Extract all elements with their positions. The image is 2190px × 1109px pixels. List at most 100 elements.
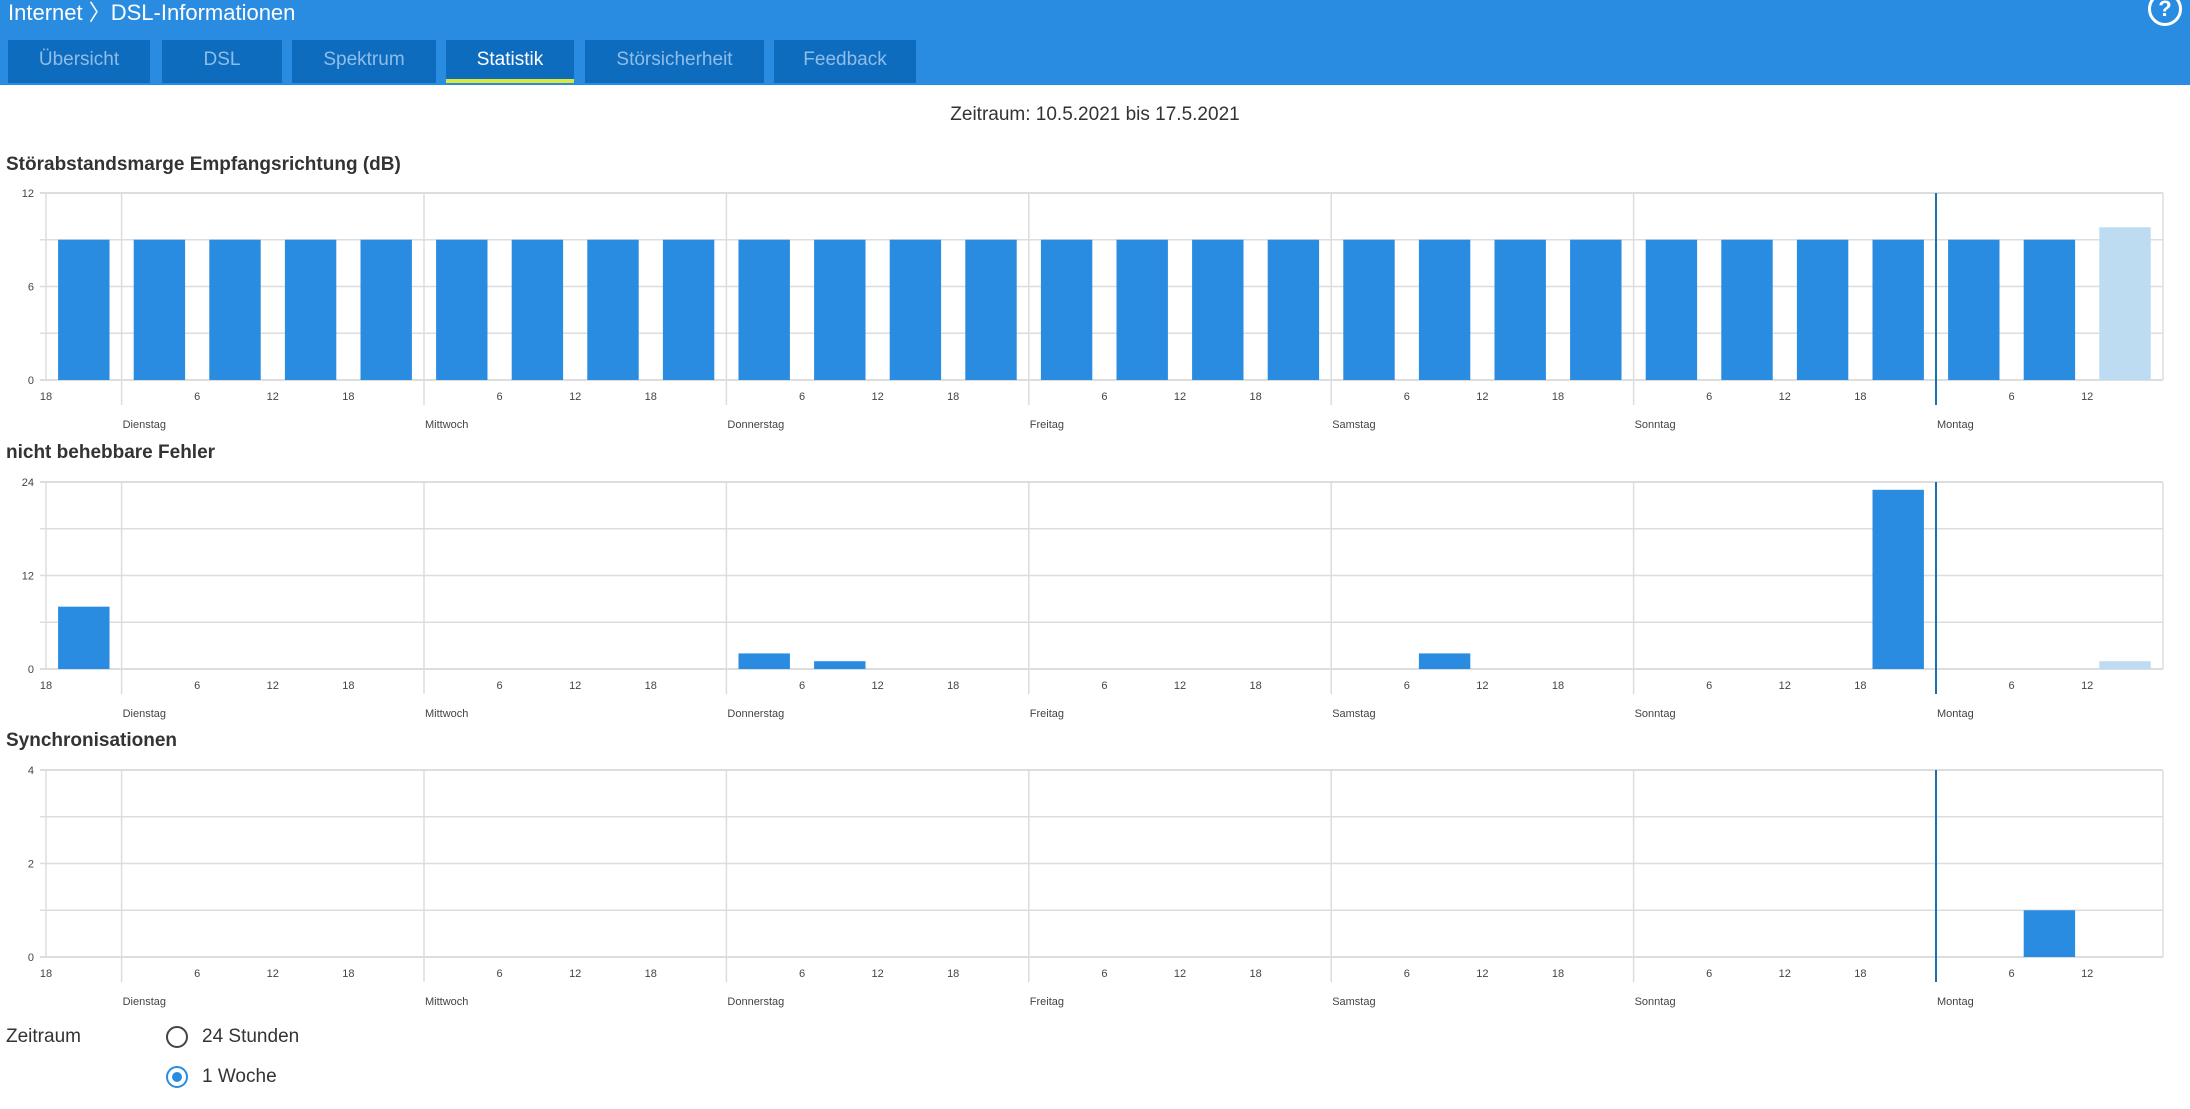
day-label: Samstag (1332, 419, 1375, 431)
hour-tick-label: 12 (267, 391, 279, 403)
bar (1645, 239, 1698, 380)
hour-tick-label: 12 (569, 680, 581, 692)
tab-feedback[interactable]: Feedback (774, 40, 916, 83)
radio-circle-selected[interactable] (166, 1066, 188, 1088)
bar (587, 239, 639, 380)
hour-tick-label: 12 (1476, 391, 1488, 403)
hour-tick-label: 6 (799, 680, 805, 692)
bar (814, 239, 866, 380)
chart-title-snr: Störabstandsmarge Empfangsrichtung (dB) (6, 154, 401, 175)
hour-tick-label: 18 (1552, 968, 1564, 980)
bar (1418, 239, 1471, 380)
hour-tick-label: 6 (2009, 968, 2015, 980)
hour-tick-label: 6 (194, 968, 200, 980)
hour-tick-label: 6 (799, 968, 805, 980)
hour-tick-label: 18 (1854, 680, 1866, 692)
day-label: Samstag (1332, 708, 1375, 720)
hour-tick-label: 18 (645, 391, 657, 403)
hour-tick-label: 6 (1404, 391, 1410, 403)
hour-tick-label: 18 (645, 680, 657, 692)
hour-tick-label: 12 (2081, 391, 2093, 403)
chart-synchronisations: 0 2 4 Dienstag 6 12 18 Mittwoch 6 12 18 Donnerstag 6… (28, 765, 2164, 1008)
hour-tick-label: 18 (40, 680, 52, 692)
hour-tick-label: 18 (1249, 680, 1261, 692)
hour-tick-label: 18 (342, 968, 354, 980)
bar (1721, 239, 1773, 380)
hour-tick-label: 18 (947, 968, 959, 980)
bar (1948, 239, 2000, 380)
day-label: Samstag (1332, 996, 1375, 1008)
bar (1116, 239, 1168, 380)
day-label: Freitag (1030, 419, 1064, 431)
hour-tick-label: 12 (871, 968, 883, 980)
y-tick-label: 12 (22, 571, 34, 583)
radio-label: 24 Stunden (202, 1026, 300, 1047)
hour-tick-label: 6 (1706, 391, 1712, 403)
bar (1796, 239, 1849, 380)
hour-tick-label: 12 (1779, 680, 1791, 692)
hour-tick-label: 12 (1779, 391, 1791, 403)
hour-tick-label: 6 (1706, 968, 1712, 980)
tab-statistik[interactable]: Statistik (446, 40, 574, 83)
hour-tick-label: 6 (1101, 680, 1107, 692)
page-title: DSL-Informationen (110, 0, 296, 25)
bar (814, 661, 866, 669)
breadcrumb-internet[interactable]: Internet (8, 0, 83, 25)
bar (511, 239, 564, 380)
day-label: Donnerstag (727, 419, 784, 431)
bar (133, 239, 186, 380)
day-label: Donnerstag (727, 708, 784, 720)
breadcrumb-separator: 〉 (88, 0, 111, 25)
hour-tick-label: 6 (1706, 680, 1712, 692)
chart-title-sync: Synchronisationen (6, 730, 178, 751)
hour-tick-label: 12 (267, 680, 279, 692)
hour-tick-label: 12 (1476, 968, 1488, 980)
bar (2023, 239, 2076, 380)
hour-tick-label: 6 (194, 680, 200, 692)
tab-dsl[interactable]: DSL (162, 40, 282, 83)
bar (1040, 239, 1093, 380)
day-label: Donnerstag (727, 996, 784, 1008)
hour-tick-label: 6 (1101, 391, 1107, 403)
bar (965, 239, 1017, 380)
hour-tick-label: 12 (2081, 680, 2093, 692)
bar (436, 239, 488, 380)
day-label: Mittwoch (425, 419, 468, 431)
y-tick-label: 24 (22, 477, 34, 489)
day-label: Dienstag (123, 996, 166, 1008)
tab-stoersicherheit[interactable]: Störsicherheit (585, 40, 764, 83)
hour-tick-label: 18 (645, 968, 657, 980)
day-label: Mittwoch (425, 996, 468, 1008)
bar (662, 239, 715, 380)
y-tick-label: 0 (28, 952, 34, 964)
bar (209, 239, 261, 380)
y-tick-label: 12 (22, 188, 34, 200)
hour-tick-label: 6 (497, 968, 503, 980)
tab-spektrum[interactable]: Spektrum (292, 40, 436, 83)
hour-tick-label: 12 (2081, 968, 2093, 980)
chart-snr-margin: 0 6 12 Dienstag 6 12 18 Mittwoch 6 12 18 Donnerstag… (22, 188, 2164, 431)
radio-label: 1 Woche (202, 1066, 277, 1087)
bar (1343, 239, 1395, 380)
bar (1418, 653, 1471, 669)
help-icon[interactable]: ? (2148, 0, 2182, 26)
bar (284, 239, 337, 380)
zeitraum-label: Zeitraum (6, 1026, 81, 1047)
hour-tick-label: 12 (267, 968, 279, 980)
radio-24-stunden[interactable]: 24 Stunden (166, 1026, 299, 1048)
hour-tick-label: 6 (194, 391, 200, 403)
header: Internet 〉DSL-Informationen ? Übersicht … (0, 0, 2190, 85)
bar (1570, 239, 1622, 380)
hour-tick-label: 12 (1779, 968, 1791, 980)
y-tick-label: 0 (28, 664, 34, 676)
radio-1-woche[interactable]: 1 Woche (166, 1066, 277, 1088)
tab-uebersicht[interactable]: Übersicht (8, 40, 150, 83)
day-label: Montag (1937, 708, 1974, 720)
radio-circle[interactable] (166, 1026, 188, 1048)
hour-tick-label: 6 (2009, 391, 2015, 403)
bar (360, 239, 412, 380)
bar (1494, 239, 1546, 380)
bar (1192, 239, 1244, 380)
bar-pending (2099, 227, 2151, 380)
hour-tick-label: 12 (1174, 968, 1186, 980)
